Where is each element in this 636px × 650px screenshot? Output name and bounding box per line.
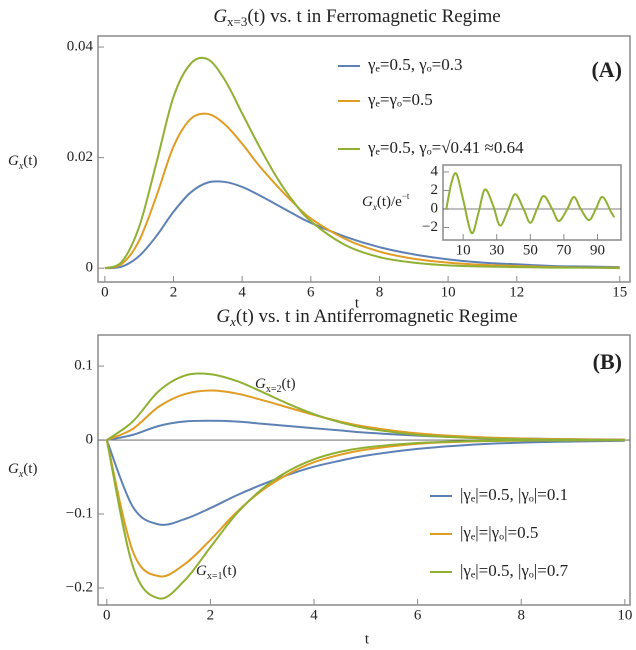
- text-part: (t) vs. t in Antiferromagnetic Regime: [236, 306, 518, 327]
- y-tick-label: 0: [86, 431, 94, 447]
- x-tick-label: 0: [103, 607, 111, 623]
- y-axis-label: Gx(t): [8, 153, 37, 172]
- series-line: [105, 439, 625, 600]
- x-tick-label: 4: [238, 284, 246, 300]
- text-part: x: [229, 314, 236, 329]
- plot-frame: [97, 334, 631, 606]
- x-tick-label: 0: [101, 284, 109, 300]
- y-tick-label: 0.04: [67, 38, 94, 54]
- series-line: [106, 372, 625, 441]
- x-axis-label: t: [365, 631, 370, 647]
- x-tick-label: 8: [517, 607, 525, 623]
- text-part: G: [8, 153, 19, 169]
- text-part: G: [216, 306, 230, 327]
- text-part: −t: [402, 191, 410, 201]
- text-part: G: [196, 563, 207, 579]
- text-part: x: [372, 202, 377, 212]
- chart-title: Gx=3(t) vs. t in Ferromagnetic Regime: [213, 6, 500, 29]
- legend-label: |γₑ|=0.5, |γₒ|=0.1: [460, 485, 568, 504]
- y-tick-label: 0: [431, 200, 439, 216]
- annotation: Gx=2(t): [255, 376, 296, 395]
- x-tick-label: 90: [590, 242, 605, 258]
- text-part: G: [213, 6, 227, 27]
- x-tick-label: 30: [489, 242, 504, 258]
- x-axis-label: t: [355, 295, 360, 311]
- x-tick-label: 2: [170, 284, 178, 300]
- series-line: [104, 180, 620, 270]
- x-tick-label: 6: [307, 284, 315, 300]
- panel-label: (A): [591, 57, 622, 82]
- chart-title: Gx(t) vs. t in Antiferromagnetic Regime: [216, 306, 517, 329]
- text-part: x=3: [227, 14, 247, 29]
- series-line: [105, 439, 625, 526]
- x-tick-label: 70: [556, 242, 571, 258]
- legend-label: γₑ=0.5, γₒ=√0.41 ≈0.64: [367, 138, 524, 157]
- panel-label: (B): [593, 349, 622, 374]
- x-tick-label: 50: [523, 242, 538, 258]
- text-part: (t): [281, 376, 295, 392]
- series-line: [105, 439, 625, 578]
- y-tick-label: −0.1: [66, 505, 93, 521]
- x-tick-label: 8: [376, 284, 384, 300]
- text-part: G: [255, 376, 266, 392]
- text-part: (t)/e: [377, 194, 402, 210]
- legend-label: γₑ=0.5, γₒ=0.3: [367, 55, 462, 74]
- text-part: (t) vs. t in Ferromagnetic Regime: [247, 6, 500, 27]
- y-tick-label: −2: [422, 219, 438, 235]
- legend-label: γₑ=γₒ=0.5: [367, 90, 433, 109]
- text-part: x=2: [266, 384, 282, 395]
- annotation: Gx=1(t): [196, 563, 237, 582]
- text-part: x: [18, 161, 24, 172]
- x-tick-label: 15: [612, 284, 627, 300]
- y-tick-label: 4: [431, 163, 439, 179]
- legend-label: |γₑ|=0.5, |γₒ|=0.7: [460, 561, 569, 580]
- text-part: (t): [23, 461, 37, 477]
- y-axis-label: Gx(t): [8, 461, 37, 480]
- y-tick-label: −0.2: [66, 579, 93, 595]
- y-axis-label: Gx(t)/e−t: [362, 191, 410, 212]
- x-tick-label: 12: [509, 284, 524, 300]
- series-line: [445, 172, 616, 235]
- text-part: (t): [23, 153, 37, 169]
- y-tick-label: 0: [86, 260, 94, 276]
- plot-frame: [97, 35, 631, 283]
- x-tick-label: 2: [207, 607, 215, 623]
- y-tick-label: 0.1: [74, 358, 93, 374]
- y-tick-label: 0.02: [67, 149, 93, 165]
- text-part: G: [8, 461, 19, 477]
- text-part: x=1: [207, 571, 223, 582]
- x-tick-label: 6: [414, 607, 422, 623]
- legend-label: |γₑ|=|γₒ|=0.5: [460, 523, 538, 542]
- text-part: (t): [222, 563, 236, 579]
- y-tick-label: 2: [431, 182, 439, 198]
- series-line: [106, 419, 625, 442]
- x-tick-label: 10: [456, 242, 471, 258]
- x-tick-label: 10: [441, 284, 456, 300]
- series-line: [104, 56, 620, 270]
- text-part: x: [18, 469, 24, 480]
- x-tick-label: 10: [617, 607, 632, 623]
- x-tick-label: 4: [310, 607, 318, 623]
- series-line: [104, 112, 620, 270]
- text-part: G: [362, 194, 373, 210]
- plot-frame: [442, 164, 622, 241]
